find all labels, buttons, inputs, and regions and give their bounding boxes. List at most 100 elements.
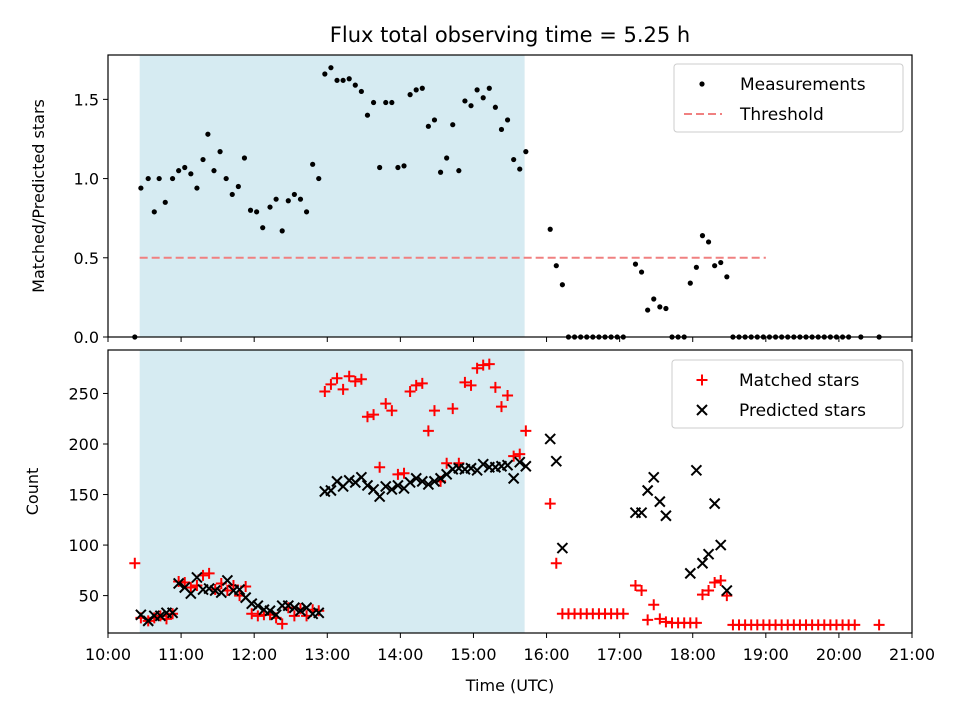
predicted-star-point (221, 574, 234, 587)
predicted-star-point (252, 600, 264, 612)
matched-star-point (410, 379, 422, 391)
x-tick-label: 16:00 (523, 645, 569, 664)
measurement-point (517, 166, 523, 172)
top-axes-frame (107, 54, 913, 338)
matched-star-point (325, 378, 337, 390)
matched-star-point (642, 614, 654, 626)
x-tick-label: 18:00 (670, 645, 716, 664)
measurement-point (254, 209, 260, 215)
matched-star-point (709, 576, 721, 588)
measurement-point (480, 95, 486, 101)
measurement-point (267, 204, 273, 210)
measurement-point (188, 171, 194, 177)
measurement-point (492, 104, 498, 110)
legend-marker-matched (696, 374, 708, 386)
matched-star-point (355, 373, 367, 385)
predicted-star-point (172, 577, 185, 590)
measurement-point (346, 76, 352, 82)
measurement-point (395, 164, 401, 171)
matched-star-point (544, 498, 556, 510)
measurement-point (724, 274, 730, 280)
predicted-star-point (702, 548, 715, 560)
predicted-star-point (721, 584, 733, 597)
matched-star-point (715, 574, 727, 586)
predicted-star-point (556, 542, 569, 554)
measurement-point (229, 191, 235, 198)
predicted-star-point (294, 605, 307, 617)
matched-star-point (246, 608, 258, 620)
x-axis-label: Time (UTC) (465, 676, 554, 695)
measurement-point (352, 82, 358, 88)
measurement-point (450, 122, 456, 128)
measurement-point (456, 168, 462, 174)
measurement-point (638, 269, 645, 275)
measurement-point (151, 209, 157, 215)
x-tick-label: 10:00 (85, 645, 131, 664)
measurement-point (291, 191, 297, 198)
predicted-star-point (264, 605, 276, 617)
measurement-point (200, 156, 206, 163)
measurement-point (205, 131, 211, 137)
measurement-point (182, 164, 188, 171)
predicted-star-point (654, 495, 666, 508)
predicted-star-point (690, 464, 703, 476)
matched-star-point (447, 403, 459, 415)
measurement-point (247, 207, 254, 213)
bottom-y-axis-label: Count (23, 468, 42, 516)
measurement-point (285, 198, 291, 204)
measurement-point (194, 185, 200, 191)
matched-star-point (422, 425, 434, 437)
y-tick-label: 1.5 (74, 90, 99, 109)
measurement-point (401, 163, 407, 169)
predicted-star-point (404, 476, 416, 489)
y-tick-label: 200 (68, 435, 99, 454)
predicted-star-point (507, 472, 520, 485)
measurement-point (169, 175, 176, 182)
y-tick-label: 1.0 (74, 170, 99, 189)
predicted-star-point (203, 582, 215, 595)
predicted-star-point (386, 483, 398, 496)
matched-star-point (252, 610, 264, 622)
measurement-point (156, 175, 162, 182)
measurement-point (303, 209, 310, 215)
y-tick-label: 100 (68, 536, 99, 555)
predicted-star-point (191, 571, 203, 584)
predicted-star-point (270, 609, 282, 621)
matched-star-point (514, 448, 526, 460)
top-x-ticks (107, 337, 913, 342)
measurement-point (651, 296, 657, 302)
matched-star-point (416, 377, 428, 389)
predicted-star-point (361, 479, 374, 492)
predicted-star-point (477, 458, 489, 470)
predicted-star-point (635, 507, 648, 519)
measurement-point (712, 263, 718, 269)
predicted-star-point (465, 462, 477, 474)
measurement-point (383, 99, 389, 106)
legend-label-predicted: Predicted stars (739, 401, 866, 421)
predicted-star-point (166, 607, 179, 619)
measurement-point (235, 183, 241, 190)
measurement-point (657, 304, 663, 310)
measurement-point (211, 168, 217, 174)
predicted-star-point (355, 471, 368, 484)
matched-star-point (471, 362, 483, 374)
predicted-star-point (684, 567, 696, 580)
matched-star-point (629, 579, 641, 591)
matched-star-point (477, 359, 489, 371)
matched-star-point (483, 358, 495, 370)
top-panel: 0.0 0.5 1.0 1.5 Matched/Predicted stars Mea… (29, 54, 913, 347)
matched-star-point (550, 557, 562, 569)
predicted-star-point (416, 475, 428, 488)
predicted-stars-points (135, 433, 733, 627)
x-tick-label: 20:00 (816, 645, 862, 664)
measurement-point (699, 233, 706, 239)
measurement-point (145, 175, 151, 182)
measurement-point (407, 92, 413, 98)
top-legend: Measurements Threshold (673, 63, 904, 133)
matched-star-point (392, 468, 404, 480)
predicted-star-point (422, 478, 435, 491)
predicted-star-point (434, 472, 447, 485)
measurement-point (437, 169, 444, 175)
predicted-star-point (392, 479, 404, 492)
measurement-point (431, 117, 438, 123)
